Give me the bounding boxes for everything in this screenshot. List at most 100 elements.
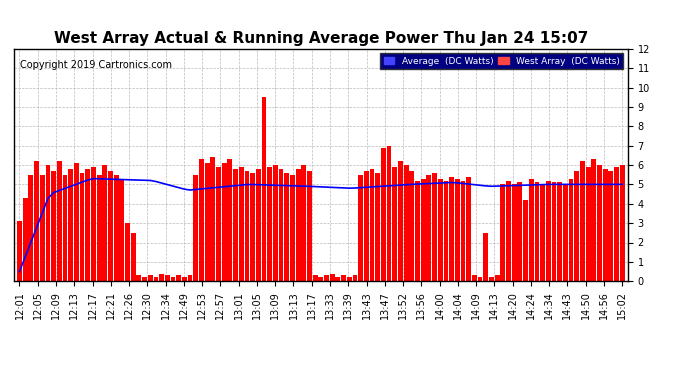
Bar (97, 175, 101, 281)
Bar (244, 171, 249, 281)
Bar (421, 178, 426, 281)
Bar (68, 169, 73, 281)
Bar (489, 278, 494, 281)
Bar (506, 180, 511, 281)
Bar (233, 169, 238, 281)
Bar (477, 278, 482, 281)
Bar (529, 178, 533, 281)
Bar (563, 184, 568, 281)
Bar (154, 278, 159, 281)
Bar (239, 167, 244, 281)
Bar (176, 275, 181, 281)
Bar (79, 173, 84, 281)
Bar (614, 167, 619, 281)
Bar (409, 171, 414, 281)
Bar (558, 183, 562, 281)
Bar (221, 163, 226, 281)
Bar (381, 148, 386, 281)
Bar (250, 173, 255, 281)
Bar (313, 275, 317, 281)
Bar (518, 183, 522, 281)
Bar (119, 178, 124, 281)
Bar (142, 278, 147, 281)
Bar (597, 165, 602, 281)
Bar (170, 278, 175, 281)
Bar (540, 184, 545, 281)
Bar (302, 165, 306, 281)
Text: Copyright 2019 Cartronics.com: Copyright 2019 Cartronics.com (20, 60, 172, 70)
Bar (364, 171, 368, 281)
Bar (483, 233, 488, 281)
Bar (523, 200, 528, 281)
Bar (91, 167, 96, 281)
Bar (546, 180, 551, 281)
Bar (210, 157, 215, 281)
Bar (574, 171, 579, 281)
Bar (74, 163, 79, 281)
Bar (569, 178, 573, 281)
Bar (455, 178, 460, 281)
Bar (591, 159, 596, 281)
Bar (358, 175, 363, 281)
Bar (165, 275, 170, 281)
Bar (17, 221, 22, 281)
Bar (193, 175, 198, 281)
Bar (586, 167, 591, 281)
Legend: Average  (DC Watts), West Array  (DC Watts): Average (DC Watts), West Array (DC Watts… (380, 53, 623, 69)
Bar (318, 278, 324, 281)
Bar (296, 169, 301, 281)
Bar (347, 278, 352, 281)
Bar (102, 165, 107, 281)
Bar (393, 167, 397, 281)
Bar (28, 175, 33, 281)
Bar (444, 180, 448, 281)
Bar (375, 173, 380, 281)
Bar (40, 175, 45, 281)
Bar (580, 161, 585, 281)
Bar (23, 198, 28, 281)
Bar (341, 275, 346, 281)
Bar (188, 275, 193, 281)
Bar (603, 169, 608, 281)
Bar (620, 165, 624, 281)
Title: West Array Actual & Running Average Power Thu Jan 24 15:07: West Array Actual & Running Average Powe… (54, 31, 588, 46)
Bar (273, 165, 278, 281)
Bar (398, 161, 403, 281)
Bar (512, 184, 517, 281)
Bar (125, 223, 130, 281)
Bar (131, 233, 136, 281)
Bar (284, 173, 289, 281)
Bar (279, 169, 284, 281)
Bar (159, 273, 164, 281)
Bar (415, 180, 420, 281)
Bar (353, 275, 357, 281)
Bar (324, 275, 329, 281)
Bar (535, 183, 540, 281)
Bar (148, 275, 152, 281)
Bar (551, 183, 556, 281)
Bar (330, 273, 335, 281)
Bar (46, 165, 50, 281)
Bar (182, 278, 187, 281)
Bar (466, 177, 471, 281)
Bar (256, 169, 261, 281)
Bar (307, 171, 312, 281)
Bar (472, 275, 477, 281)
Bar (461, 180, 466, 281)
Bar (495, 275, 500, 281)
Bar (432, 173, 437, 281)
Bar (290, 175, 295, 281)
Bar (500, 184, 505, 281)
Bar (51, 171, 56, 281)
Bar (137, 275, 141, 281)
Bar (267, 167, 272, 281)
Bar (404, 165, 408, 281)
Bar (228, 159, 233, 281)
Bar (205, 163, 210, 281)
Bar (63, 175, 68, 281)
Bar (438, 178, 443, 281)
Bar (57, 161, 61, 281)
Bar (449, 177, 454, 281)
Bar (114, 175, 119, 281)
Bar (335, 278, 340, 281)
